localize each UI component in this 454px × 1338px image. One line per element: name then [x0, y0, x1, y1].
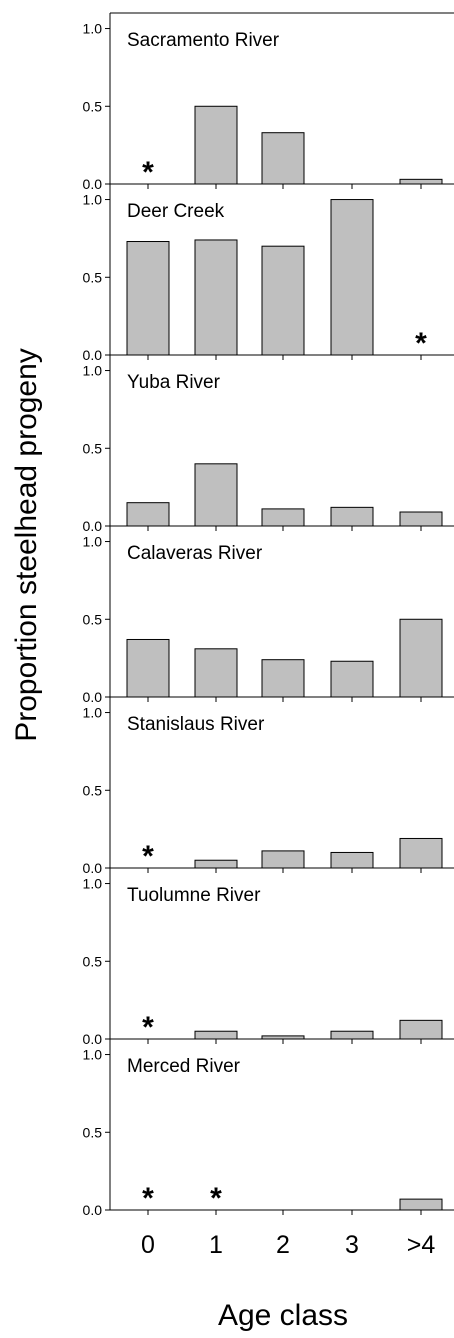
panel-title: Merced River — [127, 1056, 241, 1077]
x-tick-label: 2 — [276, 1231, 290, 1259]
no-data-marker: * — [210, 1182, 222, 1215]
panel: * 0.0 0.5 1.0 Tuolumne River — [83, 868, 454, 1047]
bar — [399, 1019, 443, 1040]
y-tick-label: 1.0 — [83, 192, 103, 208]
panel: * * 0.0 0.5 1.0 Merced River — [83, 1039, 454, 1218]
y-tick-label: 0.0 — [83, 1202, 103, 1218]
y-tick-label: 1.0 — [83, 876, 103, 892]
bar — [194, 859, 238, 869]
panel-title: Sacramento River — [127, 30, 280, 51]
y-tick-label: 0.0 — [83, 176, 103, 192]
chart-panels: * 0.0 0.5 1.0 Sacramento River * 0.0 0.5 1.0 Deer… — [83, 12, 454, 1218]
no-data-marker: * — [415, 327, 427, 360]
y-tick-label: 0.5 — [83, 440, 103, 456]
bar — [330, 199, 374, 356]
y-tick-label: 0.5 — [83, 269, 103, 285]
bar — [194, 1030, 238, 1040]
bar — [194, 239, 238, 356]
x-tick-label: 0 — [141, 1231, 155, 1259]
no-data-marker: * — [142, 1011, 154, 1044]
y-tick-label: 1.0 — [83, 21, 103, 37]
bar — [399, 837, 443, 869]
y-axis-label: Proportion steelhead progeny — [10, 348, 43, 742]
bar — [261, 850, 305, 869]
bar — [330, 851, 374, 869]
y-tick-label: 0.0 — [83, 1031, 103, 1047]
bar — [194, 105, 238, 185]
bar — [399, 1198, 443, 1211]
bar — [261, 508, 305, 527]
panel-title: Tuolumne River — [127, 885, 261, 906]
y-tick-label: 0.5 — [83, 782, 103, 798]
bar — [261, 659, 305, 698]
x-tick-label: 1 — [209, 1231, 223, 1259]
y-tick-label: 0.0 — [83, 347, 103, 363]
bar — [194, 463, 238, 527]
y-tick-label: 1.0 — [83, 534, 103, 550]
no-data-marker: * — [142, 1182, 154, 1215]
y-tick-label: 0.5 — [83, 953, 103, 969]
y-tick-label: 0.0 — [83, 518, 103, 534]
panel: 0.0 0.5 1.0 Calaveras River — [83, 526, 454, 705]
bar — [330, 660, 374, 698]
y-tick-label: 0.5 — [83, 98, 103, 114]
panel: * 0.0 0.5 1.0 Deer Creek — [83, 184, 454, 363]
bar — [126, 638, 170, 698]
no-data-marker: * — [142, 156, 154, 189]
no-data-marker: * — [142, 840, 154, 873]
panel-title: Stanislaus River — [127, 714, 265, 735]
x-tick-labels: 0 1 2 3 >4 — [141, 1231, 435, 1259]
bar — [399, 511, 443, 527]
bar — [261, 132, 305, 185]
y-tick-label: 1.0 — [83, 1047, 103, 1063]
panel: 0.0 0.5 1.0 Yuba River — [83, 355, 454, 534]
y-tick-label: 0.5 — [83, 611, 103, 627]
bar — [330, 506, 374, 527]
bar — [399, 618, 443, 698]
y-tick-label: 1.0 — [83, 705, 103, 721]
bar — [399, 178, 443, 185]
panel-title: Yuba River — [127, 372, 221, 393]
y-tick-label: 0.0 — [83, 689, 103, 705]
y-tick-label: 0.0 — [83, 860, 103, 876]
x-tick-label: >4 — [407, 1231, 436, 1259]
panel-title: Deer Creek — [127, 201, 225, 222]
bar — [126, 502, 170, 527]
panel: * 0.0 0.5 1.0 Stanislaus River — [83, 697, 454, 876]
y-tick-label: 1.0 — [83, 363, 103, 379]
x-axis-label: Age class — [218, 1299, 348, 1332]
y-tick-label: 0.5 — [83, 1124, 103, 1140]
panel-title: Calaveras River — [127, 543, 263, 564]
bar — [261, 245, 305, 356]
x-tick-label: 3 — [345, 1231, 359, 1259]
bar — [194, 648, 238, 698]
panel: * 0.0 0.5 1.0 Sacramento River — [83, 12, 454, 192]
bar — [126, 241, 170, 356]
bar — [330, 1030, 374, 1040]
